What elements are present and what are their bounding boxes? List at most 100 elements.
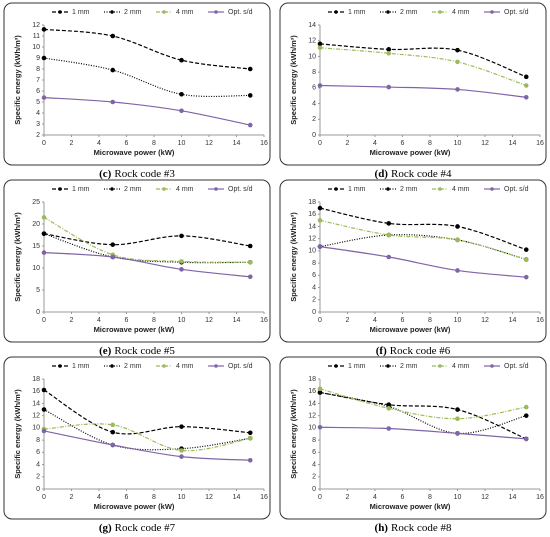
data-point <box>317 390 323 395</box>
data-point <box>247 430 253 436</box>
x-tick-label: 16 <box>260 494 268 501</box>
data-point <box>179 233 184 239</box>
data-point <box>317 218 323 223</box>
y-tick-label: 2 <box>312 297 316 304</box>
x-tick-label: 12 <box>205 494 213 501</box>
data-point <box>110 422 116 428</box>
y-tick-label: 2 <box>36 132 40 139</box>
y-tick-label: 5 <box>36 99 40 106</box>
data-point <box>455 416 460 422</box>
y-tick-label: 6 <box>312 85 316 92</box>
series-line <box>43 233 251 247</box>
x-tick-label: 14 <box>233 494 241 501</box>
caption-text: Rock code #4 <box>391 168 452 180</box>
data-point <box>523 74 529 80</box>
data-point <box>110 442 116 448</box>
y-tick-label: 0 <box>36 486 40 493</box>
data-point <box>247 66 253 72</box>
x-tick-label: 4 <box>97 317 101 324</box>
panel: 0 2 4 6 8 10 12 14 16 18 0 2 4 6 8 10 12 14 16 Microwave po… <box>279 179 547 357</box>
panel-frame <box>3 356 271 520</box>
data-point <box>110 242 116 247</box>
data-point <box>247 274 253 280</box>
y-tick-label: 7 <box>36 77 40 84</box>
series-line <box>319 43 527 78</box>
legend-label: 1 mm <box>348 363 366 370</box>
y-tick-label: 6 <box>36 449 40 456</box>
y-tick-label: 18 <box>32 376 40 383</box>
legend-label: Opt. s/d <box>228 363 253 370</box>
data-point <box>110 254 116 260</box>
data-point <box>455 407 460 412</box>
series-line <box>319 234 527 261</box>
data-point <box>247 457 253 463</box>
data-point <box>247 122 253 128</box>
y-tick-label: 18 <box>308 376 316 383</box>
legend-label: 4 mm <box>452 9 470 16</box>
legend-label: 2 mm <box>124 186 142 193</box>
x-axis-label: Microwave power (kW) <box>94 325 175 334</box>
legend-marker <box>58 364 62 368</box>
data-point <box>455 237 460 243</box>
x-tick-label: 14 <box>509 317 517 324</box>
legend-marker <box>162 187 166 191</box>
series-line <box>319 246 527 278</box>
data-point <box>247 243 253 249</box>
data-point <box>317 244 323 249</box>
caption-letter: (e) <box>99 345 112 357</box>
x-tick-label: 10 <box>178 494 186 501</box>
x-tick-label: 2 <box>346 494 350 501</box>
data-point <box>386 254 392 260</box>
y-tick-label: 0 <box>312 132 316 139</box>
x-tick-label: 0 <box>42 140 46 147</box>
data-point <box>179 267 184 272</box>
caption-letter: (f) <box>376 345 387 357</box>
caption: (d) Rock code #4 <box>375 168 452 180</box>
y-tick-label: 0 <box>312 486 316 493</box>
data-point <box>110 67 116 73</box>
legend-marker <box>58 10 62 14</box>
y-tick-label: 16 <box>32 388 40 395</box>
y-tick-label: 8 <box>312 69 316 76</box>
data-point <box>110 429 116 435</box>
x-tick-label: 0 <box>42 317 46 324</box>
x-tick-label: 0 <box>318 494 322 501</box>
series-line <box>43 409 251 451</box>
y-tick-label: 14 <box>308 223 316 230</box>
x-tick-label: 4 <box>373 140 377 147</box>
series-line <box>43 216 251 263</box>
x-axis-label: Microwave power (kW) <box>370 502 451 511</box>
y-axis-label: Specific energy (kWh/m³) <box>289 35 298 125</box>
x-axis-label: Microwave power (kW) <box>94 148 175 157</box>
y-axis-label: Specific energy (kWh/m³) <box>289 212 298 302</box>
y-tick-label: 10 <box>308 425 316 432</box>
x-tick-label: 2 <box>70 494 74 501</box>
data-point <box>317 45 323 51</box>
series-line <box>43 28 251 70</box>
panel: 0 5 10 15 20 25 0 2 4 6 8 10 12 14 16 Microwave power (… <box>3 179 271 357</box>
data-point <box>455 87 460 92</box>
legend-marker <box>438 364 442 368</box>
panel-frame <box>279 356 547 520</box>
legend-marker <box>110 10 114 14</box>
panel-frame <box>279 179 547 343</box>
legend-label: Opt. s/d <box>504 363 529 370</box>
x-tick-label: 14 <box>509 494 517 501</box>
data-point <box>455 268 460 273</box>
x-tick-label: 6 <box>401 140 405 147</box>
data-point <box>386 50 392 56</box>
legend-label: Opt. s/d <box>504 186 529 193</box>
caption-letter: (g) <box>99 522 112 534</box>
data-point <box>455 47 460 53</box>
x-tick-label: 2 <box>346 140 350 147</box>
data-point <box>247 435 253 441</box>
y-tick-label: 16 <box>308 388 316 395</box>
y-axis-label: Specific energy (kWh/m³) <box>13 35 22 125</box>
y-tick-label: 6 <box>312 272 316 279</box>
series-line <box>319 426 527 440</box>
data-point <box>41 387 47 393</box>
y-tick-label: 6 <box>36 88 40 95</box>
y-tick-label: 14 <box>308 400 316 407</box>
x-tick-label: 16 <box>260 140 268 147</box>
data-point <box>179 424 184 429</box>
